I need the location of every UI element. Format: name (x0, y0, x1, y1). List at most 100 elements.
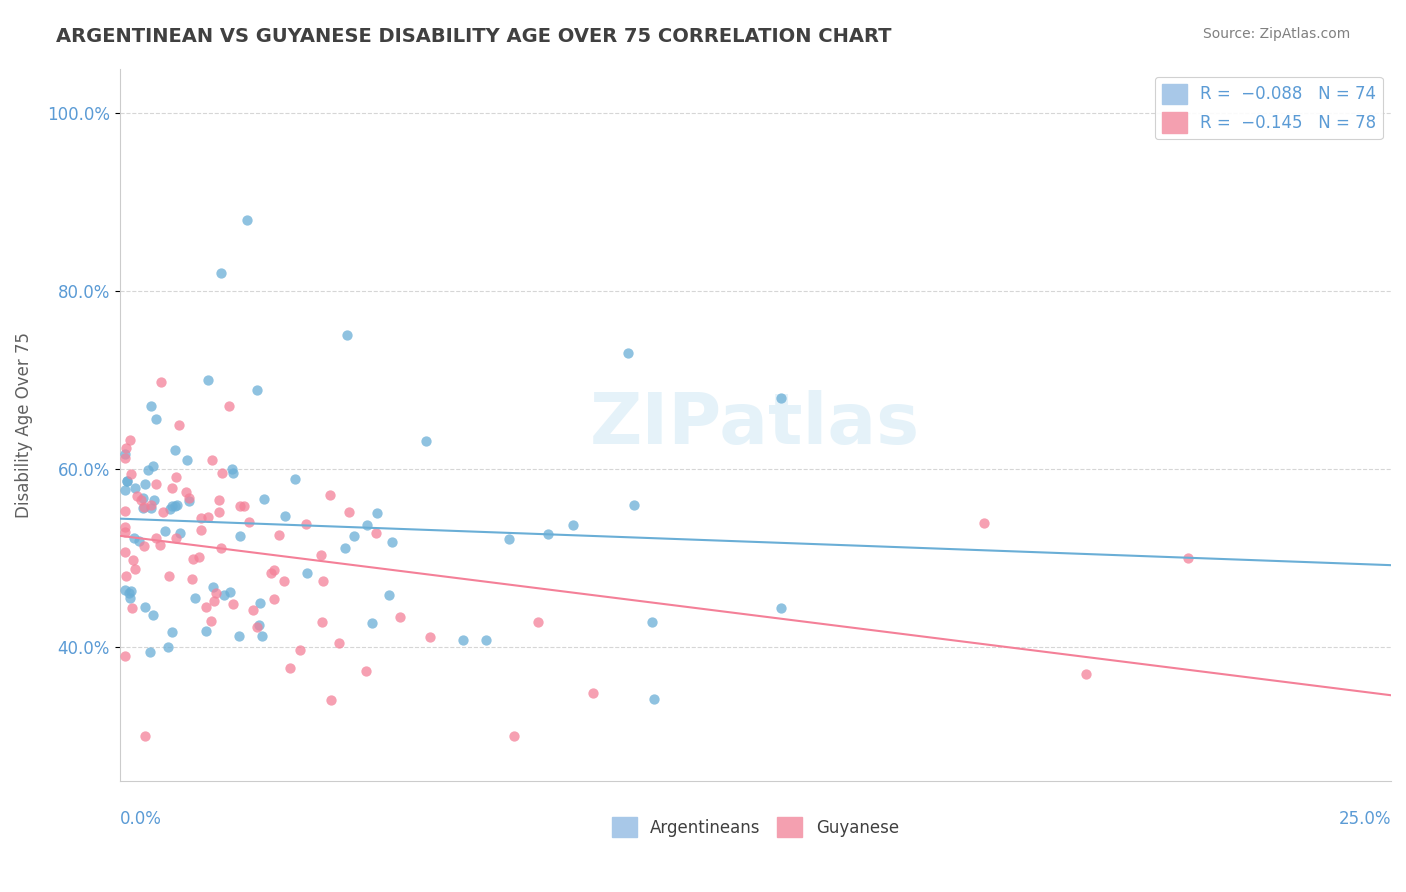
Point (142, 459, 165, 474)
Point (124, 562, 146, 576)
Point (221, 462, 243, 476)
Point (156, 640, 179, 654)
Point (134, 600, 156, 615)
Point (157, 569, 180, 583)
Point (769, 391, 792, 405)
Point (336, 328, 359, 343)
Point (623, 498, 645, 512)
Point (222, 466, 245, 480)
Point (163, 442, 186, 457)
Point (190, 510, 212, 524)
Point (188, 549, 211, 564)
Point (562, 518, 585, 533)
Point (201, 453, 224, 467)
Point (122, 531, 145, 545)
Point (245, 383, 267, 397)
Point (114, 545, 136, 559)
Point (128, 533, 150, 548)
Legend: Argentineans, Guyanese: Argentineans, Guyanese (605, 810, 905, 844)
Point (475, 633, 498, 648)
Point (139, 645, 162, 659)
Point (181, 572, 204, 586)
Point (356, 518, 378, 533)
Point (343, 529, 366, 543)
Point (209, 266, 232, 280)
Point (415, 434, 437, 449)
Point (498, 533, 520, 547)
Point (165, 531, 187, 545)
Point (145, 477, 167, 491)
Point (181, 552, 204, 566)
Point (139, 501, 162, 516)
Point (366, 526, 388, 541)
Point (197, 509, 219, 524)
Point (232, 499, 254, 513)
Point (278, 661, 301, 675)
Point (335, 541, 357, 556)
Point (194, 624, 217, 638)
Point (1177, 551, 1199, 566)
Point (284, 472, 307, 486)
Point (142, 492, 165, 507)
Point (114, 504, 136, 518)
Point (159, 501, 181, 516)
Point (328, 636, 350, 650)
Point (142, 607, 165, 622)
Point (378, 589, 401, 603)
Point (166, 498, 188, 512)
Point (218, 399, 240, 413)
Point (179, 494, 201, 508)
Point (132, 500, 155, 515)
Point (132, 500, 155, 514)
Point (502, 730, 524, 744)
Point (155, 524, 177, 539)
Point (311, 615, 333, 629)
Point (273, 574, 295, 589)
Point (183, 591, 205, 605)
Point (641, 615, 664, 629)
Point (229, 529, 252, 543)
Point (118, 586, 141, 600)
Point (536, 527, 558, 541)
Point (309, 549, 332, 563)
Point (121, 553, 143, 567)
Point (218, 585, 240, 599)
Point (190, 523, 212, 537)
Point (769, 600, 792, 615)
Point (114, 648, 136, 663)
Point (617, 346, 640, 360)
Point (582, 686, 605, 700)
Point (319, 488, 342, 502)
Point (360, 615, 382, 630)
Point (209, 541, 232, 555)
Point (202, 594, 225, 608)
Point (139, 400, 162, 414)
Point (643, 692, 665, 706)
Text: 0.0%: 0.0% (120, 810, 162, 828)
Point (134, 477, 156, 491)
Point (419, 630, 441, 644)
Point (366, 506, 388, 520)
Point (212, 588, 235, 602)
Point (389, 610, 412, 624)
Point (160, 625, 183, 640)
Point (150, 375, 173, 389)
Point (124, 481, 146, 495)
Point (145, 412, 167, 426)
Text: 25.0%: 25.0% (1339, 810, 1391, 828)
Point (247, 618, 270, 632)
Point (194, 600, 217, 615)
Point (120, 467, 142, 482)
Point (274, 509, 297, 524)
Point (1074, 667, 1097, 681)
Point (207, 493, 229, 508)
Point (114, 441, 136, 455)
Point (115, 475, 138, 489)
Point (118, 591, 141, 605)
Point (169, 526, 191, 541)
Point (169, 418, 191, 433)
Point (263, 591, 285, 606)
Point (125, 489, 148, 503)
Point (339, 505, 361, 519)
Point (121, 600, 143, 615)
